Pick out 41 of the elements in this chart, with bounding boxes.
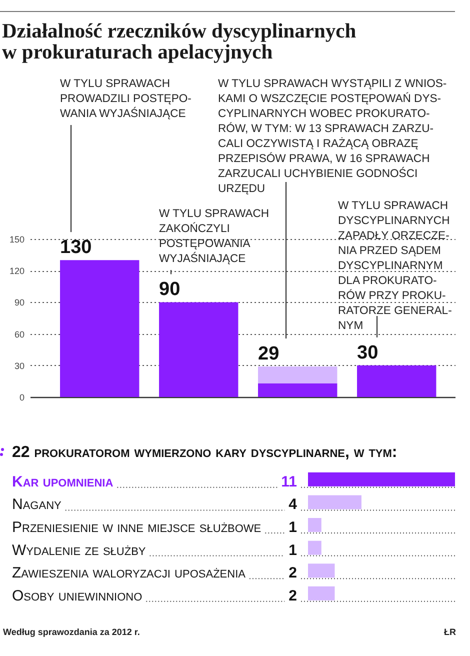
y-tick-label: 120 xyxy=(9,266,24,276)
bar xyxy=(159,302,238,397)
bar xyxy=(258,383,338,397)
chart-title: Działalność rzeczników dyscyplinarnych w prokuraturach apelacyjnych xyxy=(2,20,357,64)
y-tick-label: Kar upomnienia xyxy=(12,473,114,490)
total-label: 29 xyxy=(258,343,280,364)
text: W TYLU SPRAWACH WYSTĄPILI Z WNIOS- KAMI O WSZCZĘCIE POSTĘPOWAŃ DYS- CYPLINARNYCH WOBEC PROKURATO- RÓW, W TYM: W 13 SPRAWACH ZARZU- CALI OCZYWISTĄ I RAŻĄCĄ OBRAZĘ PRZEPISÓW PRAWA, W 16 SPRAWACH ZARZUCALI UCHYBIENIE GODNOŚCI URZĘDU xyxy=(218,78,447,195)
text: W TYLU SPRAWACH PROWADZILI POSTĘPO- WANIA WYJAŚNIAJĄCE xyxy=(60,78,192,120)
text: ŁR xyxy=(444,626,456,637)
y-tick-label: 60 xyxy=(14,329,24,340)
text: W TYLU SPRAWACH DYSCYPLINARNYCH ZAPADŁY ORZECZE- NIA PRZED SĄDEM DYSCYPLINARNYM DLA PROKURATO- RÓW PRZY PROKU- RATORZE GENERAL- NYM xyxy=(338,200,452,332)
y-tick-label: 30 xyxy=(14,360,24,371)
chart-title: 22 prokuratorom wymierzono kary dyscyplinarne, w tym: xyxy=(12,444,398,461)
bar xyxy=(308,586,335,600)
y-tick-label: Przeniesienie w inne miejsce służbowe xyxy=(12,519,262,536)
bar xyxy=(308,518,322,532)
annotation: W TYLU SPRAWACH ZAKOŃCZYLI POSTĘPOWANIA WYJAŚNIAJĄCE xyxy=(159,208,270,265)
total-label: 130 xyxy=(60,237,92,258)
data-label: 11 xyxy=(281,473,297,490)
y-tick-label: Wydalenie ze służby xyxy=(12,542,146,559)
y-tick-label: 150 xyxy=(9,234,24,244)
data-label: 4 xyxy=(288,496,298,514)
bar xyxy=(308,495,362,510)
bar xyxy=(308,564,335,578)
data-label: 2 xyxy=(288,564,297,582)
bar xyxy=(60,260,140,397)
y-tick-label: 0 xyxy=(19,392,24,402)
bar xyxy=(258,366,338,384)
y-tick-label: Nagany xyxy=(12,496,62,514)
text: Według sprawozdania za 2012 r. xyxy=(3,626,140,637)
total-label: 90 xyxy=(159,279,180,300)
total-label: 30 xyxy=(357,342,378,364)
bar xyxy=(357,365,436,397)
data-label: 2 xyxy=(288,587,297,604)
y-tick-label: 90 xyxy=(14,298,24,308)
bar xyxy=(308,472,455,486)
y-tick-label: Zawieszenia waloryzacji uposażenia xyxy=(12,564,246,582)
data-label: 1 xyxy=(288,542,297,559)
y-tick-label: Osoby uniewinniono xyxy=(12,587,143,604)
bar xyxy=(308,540,322,555)
data-label: 1 xyxy=(288,519,297,536)
